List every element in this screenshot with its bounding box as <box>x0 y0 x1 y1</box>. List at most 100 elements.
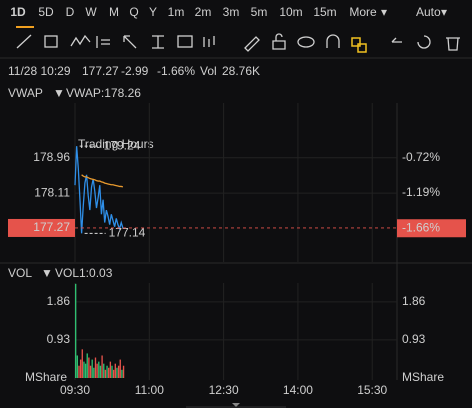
volume-bar <box>88 357 90 378</box>
tool-candle[interactable] <box>203 36 215 47</box>
volume-bar <box>101 355 103 378</box>
tool-arrow[interactable] <box>123 35 137 49</box>
x-tick-label: 12:30 <box>209 383 239 397</box>
volume-name[interactable]: VOL <box>8 266 32 280</box>
tool-rect[interactable] <box>44 35 58 48</box>
tool-magnet[interactable] <box>326 34 340 48</box>
volume-bar <box>122 365 125 378</box>
timeframe[interactable]: 2m <box>195 5 212 19</box>
timeframe[interactable]: Q <box>129 5 138 19</box>
tool-line[interactable] <box>16 34 32 49</box>
low-label: 177.14 <box>109 226 146 240</box>
dropdown-arrow[interactable]: ▾ <box>441 5 447 19</box>
volume-bar <box>76 355 79 378</box>
volume-bar <box>94 357 97 378</box>
volume-bar <box>98 361 100 378</box>
volume-bar <box>108 367 110 378</box>
tool-delete[interactable] <box>446 37 460 51</box>
header-vol: 28.76K <box>222 64 260 78</box>
volume-bar <box>116 367 118 378</box>
timeframe[interactable]: 10m <box>279 5 302 19</box>
y-tick-label: 0.93 <box>47 332 71 346</box>
tool-eye[interactable] <box>297 36 315 48</box>
timeframe[interactable]: 15m <box>313 5 336 19</box>
volume-bar <box>111 365 113 378</box>
volume-bar <box>103 363 105 378</box>
timeframe[interactable]: 5m <box>251 5 268 19</box>
volume-bar <box>109 361 112 378</box>
header-change-pct: -1.66% <box>157 64 195 78</box>
volume-bar <box>106 365 108 378</box>
y-tick-label: 1.86 <box>402 294 426 308</box>
last-price-label: 177.27 <box>33 220 70 234</box>
tool-multi[interactable] <box>351 37 367 53</box>
indicator-value: VWAP:178.26 <box>66 86 141 100</box>
high-label: 179.24 <box>104 138 141 152</box>
dropdown-arrow[interactable]: ▼ <box>53 86 65 100</box>
timeframe[interactable]: M <box>109 5 119 19</box>
expand-handle[interactable] <box>232 403 240 407</box>
drawing-tools <box>16 33 460 53</box>
timeframe[interactable]: 1D <box>10 5 26 19</box>
volume-bar <box>117 365 120 378</box>
last-pct-label: -1.66% <box>402 220 440 234</box>
timeframe[interactable]: 1m <box>168 5 185 19</box>
timeframe[interactable]: W <box>85 5 97 19</box>
timeframe[interactable]: Y <box>149 5 157 19</box>
volume-bar <box>99 365 102 378</box>
tool-pen[interactable] <box>244 36 260 52</box>
timeframe[interactable]: More <box>349 5 377 19</box>
tool-redo[interactable] <box>417 35 431 49</box>
y2-tick-label: -0.72% <box>402 150 440 164</box>
timeframe-bar: 1D 5D D W M Q Y 1m 2m 3m 5m 10m 15m More ▾ Auto <box>10 5 441 19</box>
volume-bar <box>89 365 92 378</box>
header-price: 177.27 <box>82 64 119 78</box>
volume-bar <box>121 369 123 378</box>
tool-measure[interactable] <box>152 35 164 49</box>
volume-bar <box>112 369 115 378</box>
volume-bar <box>79 359 82 378</box>
header-vol-label: Vol <box>200 64 217 78</box>
volume-bar <box>78 365 80 378</box>
volume-bar <box>114 363 116 378</box>
timeframe[interactable]: D <box>66 5 75 19</box>
volume-indicator: VOL1:0.03 <box>55 266 113 280</box>
tool-lock[interactable] <box>272 33 286 50</box>
header-time: 11/28 10:29 <box>8 64 71 78</box>
y-tick-label: 178.11 <box>34 185 70 199</box>
x-tick-label: 09:30 <box>60 383 90 397</box>
unit-label: MShare <box>25 370 67 384</box>
tool-undo[interactable] <box>391 37 402 43</box>
unit-label: MShare <box>402 370 444 384</box>
volume-bar <box>96 363 98 378</box>
timeframe[interactable]: 5D <box>38 5 54 19</box>
timeframe[interactable]: 3m <box>223 5 240 19</box>
tool-wave[interactable] <box>70 34 91 47</box>
volume-bar <box>83 361 85 378</box>
last-price-tag <box>8 218 75 237</box>
volume-bar <box>91 359 93 378</box>
tool-fib[interactable] <box>96 36 110 48</box>
indicator-name[interactable]: VWAP <box>8 86 43 100</box>
volume-bar <box>75 283 77 378</box>
volume-bar <box>93 367 95 378</box>
x-tick-label: 11:00 <box>135 383 164 397</box>
last-pct-tag <box>397 219 466 238</box>
tool-text[interactable] <box>177 35 193 48</box>
y-tick-label: 178.96 <box>33 150 70 164</box>
x-tick-label: 14:00 <box>283 383 313 397</box>
watermark: Trading Hours <box>78 137 154 151</box>
volume-bar <box>81 349 83 378</box>
vwap-line <box>81 174 124 188</box>
dropdown-arrow[interactable]: ▼ <box>41 266 53 280</box>
price-line <box>74 146 124 234</box>
dropdown-arrow[interactable]: ▾ <box>381 5 387 19</box>
header-change: -2.99 <box>121 64 149 78</box>
y-tick-label: 0.93 <box>402 332 426 346</box>
mode[interactable]: Auto <box>416 5 441 19</box>
volume-bar <box>84 363 87 378</box>
y2-tick-label: -1.19% <box>402 185 440 199</box>
volume-bar <box>104 369 107 378</box>
